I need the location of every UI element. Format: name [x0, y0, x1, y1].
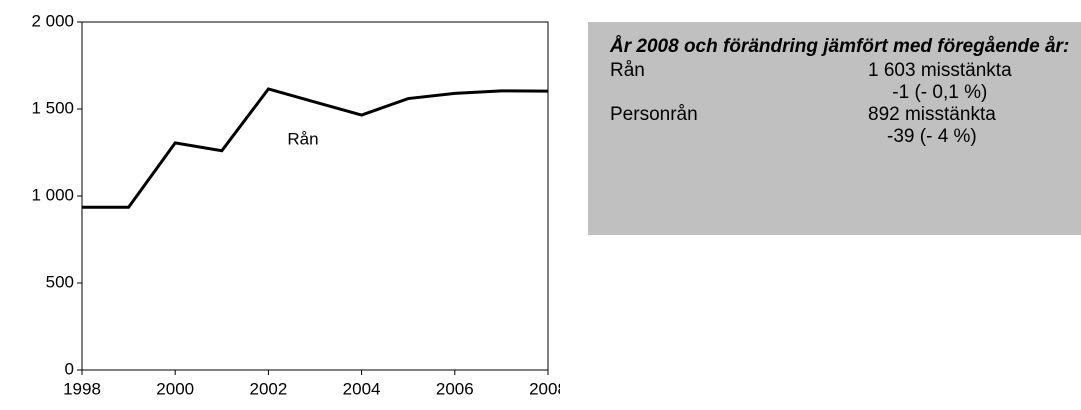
row-change: -39 (- 4 %): [887, 126, 977, 147]
x-tick-label: 2004: [343, 379, 381, 398]
plot-frame: [81, 21, 549, 371]
y-tick-label: 2 000: [31, 11, 74, 30]
data-line: [82, 87, 549, 209]
y-tick-label: 0: [65, 359, 74, 378]
y-tick-label: 500: [46, 272, 74, 291]
info-row: Personrån 892 misstänkta -39 (- 4 %): [610, 104, 1071, 148]
row-name: Rån: [610, 60, 645, 81]
series-label: Rån: [287, 129, 318, 148]
x-tick-label: 2006: [436, 379, 474, 398]
row-change: -1 (- 0,1 %): [892, 82, 988, 103]
x-tick-label: 2000: [156, 379, 194, 398]
row-count: 1 603 misstänkta: [868, 60, 1012, 81]
row-values: 1 603 misstänkta -1 (- 0,1 %): [868, 60, 1012, 104]
info-row: Rån 1 603 misstänkta -1 (- 0,1 %): [610, 60, 1071, 104]
info-title: År 2008 och förändring jämfört med föreg…: [610, 36, 1070, 57]
y-tick-label: 1 500: [31, 98, 74, 117]
row-values: 892 misstänkta -39 (- 4 %): [868, 104, 996, 148]
row-name: Personrån: [610, 104, 698, 125]
info-box: År 2008 och förändring jämfört med föreg…: [588, 22, 1081, 235]
x-tick-label: 2008: [529, 379, 560, 398]
x-tick-label: 2002: [249, 379, 287, 398]
y-tick-label: 1 000: [31, 185, 74, 204]
row-count: 892 misstänkta: [868, 104, 996, 125]
chart: 0 500 1 000 1 500 2 000 1998 2000 2002 2004 2006 2…: [31, 11, 560, 398]
x-tick-label: 1998: [63, 379, 101, 398]
